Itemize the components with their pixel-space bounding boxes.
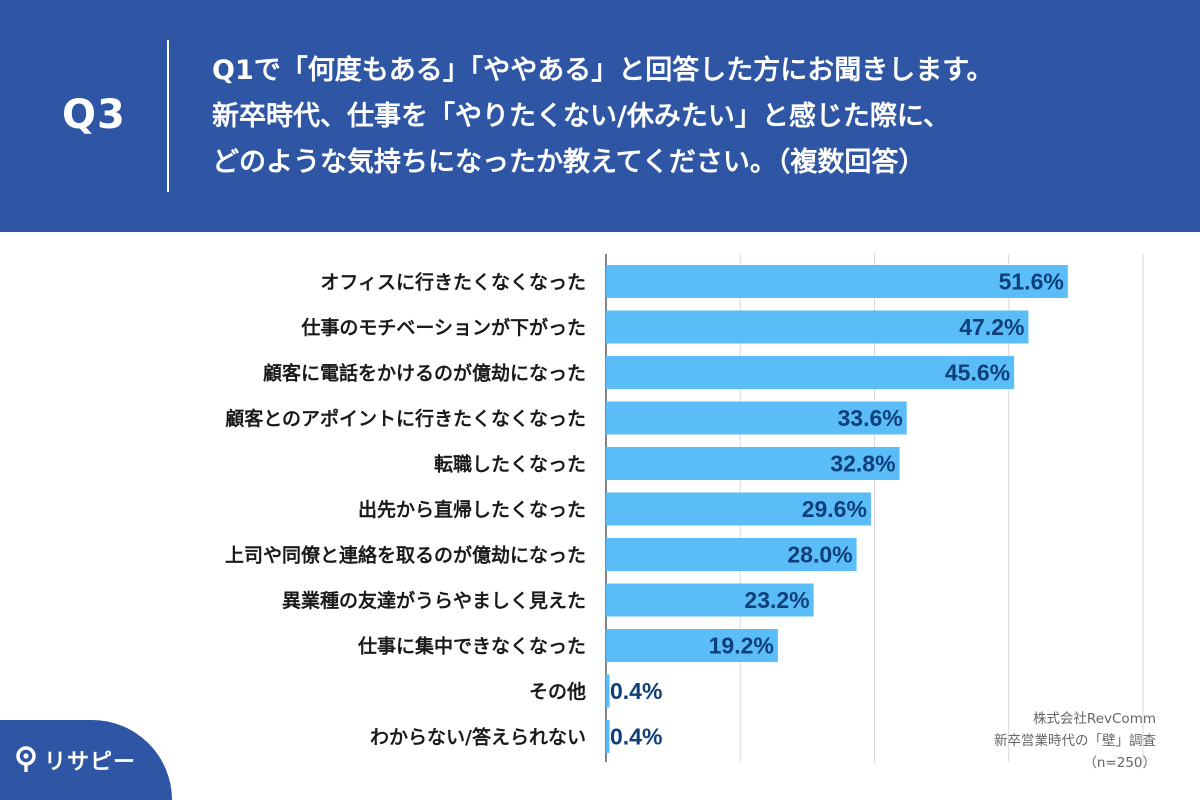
bar bbox=[606, 492, 871, 526]
pin-icon bbox=[16, 746, 36, 772]
survey-credit: 株式会社RevComm 新卒営業時代の「壁」調査 （n=250） bbox=[994, 708, 1156, 774]
bar bbox=[606, 447, 900, 480]
category-label: 仕事に集中できなくなった bbox=[357, 635, 586, 658]
category-label: わからない/答えられない bbox=[370, 726, 586, 749]
chart-panel: オフィスに行きたくなくなった 51.6% 仕事のモチベーションが下がった 47.2% 顧… bbox=[0, 232, 1200, 800]
category-label: 顧客とのアポイントに行きたくなくなった bbox=[225, 407, 586, 430]
question-text: Q1で「何度もある」「ややある」と回答した方にお聞きします。 新卒時代、仕事を「… bbox=[212, 48, 1172, 186]
bar bbox=[606, 310, 1029, 344]
credit-company: 株式会社RevComm bbox=[1032, 711, 1156, 727]
bar bbox=[606, 720, 610, 753]
question-number: Q3 bbox=[62, 92, 126, 138]
bar bbox=[606, 538, 857, 571]
question-line: どのような気持ちになったか教えてください。（複数回答） bbox=[212, 147, 926, 178]
bar-chart: オフィスに行きたくなくなった 51.6% 仕事のモチベーションが下がった 47.2% 顧… bbox=[225, 254, 1144, 762]
category-label: 顧客に電話をかけるのが億劫になった bbox=[263, 362, 586, 385]
value-label: 33.6% bbox=[838, 405, 903, 431]
question-line: 新卒時代、仕事を「やりたくない/休みたい」と感じた際に、 bbox=[212, 101, 951, 132]
category-label: オフィスに行きたくなくなった bbox=[320, 271, 586, 294]
category-label: 出先から直帰したくなった bbox=[358, 498, 586, 521]
bar bbox=[606, 356, 1015, 389]
value-label: 47.2% bbox=[959, 314, 1024, 340]
bar bbox=[606, 674, 610, 708]
credit-survey: 新卒営業時代の「壁」調査 bbox=[994, 733, 1156, 749]
value-label: 51.6% bbox=[999, 269, 1064, 295]
category-label: 転職したくなった bbox=[434, 453, 586, 476]
value-label: 0.4% bbox=[610, 724, 662, 750]
value-label: 32.8% bbox=[830, 451, 895, 477]
bar bbox=[606, 401, 907, 435]
bar bbox=[606, 265, 1068, 298]
bar bbox=[606, 629, 778, 662]
question-line: Q1で「何度もある」「ややある」と回答した方にお聞きします。 bbox=[212, 55, 994, 86]
value-label: 19.2% bbox=[709, 633, 774, 659]
value-label: 0.4% bbox=[610, 678, 662, 704]
value-label: 28.0% bbox=[787, 542, 852, 568]
category-label: 仕事のモチベーションが下がった bbox=[300, 316, 586, 339]
value-label: 45.6% bbox=[945, 360, 1010, 386]
credit-sample: （n=250） bbox=[1083, 755, 1156, 771]
question-header: Q3 Q1で「何度もある」「ややある」と回答した方にお聞きします。 新卒時代、仕… bbox=[0, 0, 1200, 232]
logo-text: リサピー bbox=[44, 750, 137, 775]
bar bbox=[606, 583, 814, 617]
category-label: 異業種の友達がうらやましく見えた bbox=[282, 589, 586, 612]
header-divider bbox=[167, 40, 169, 192]
category-label: 上司や同僚と連絡を取るのが億劫になった bbox=[225, 544, 586, 567]
value-label: 23.2% bbox=[744, 587, 809, 613]
value-label: 29.6% bbox=[802, 496, 867, 522]
category-label: その他 bbox=[529, 680, 586, 703]
